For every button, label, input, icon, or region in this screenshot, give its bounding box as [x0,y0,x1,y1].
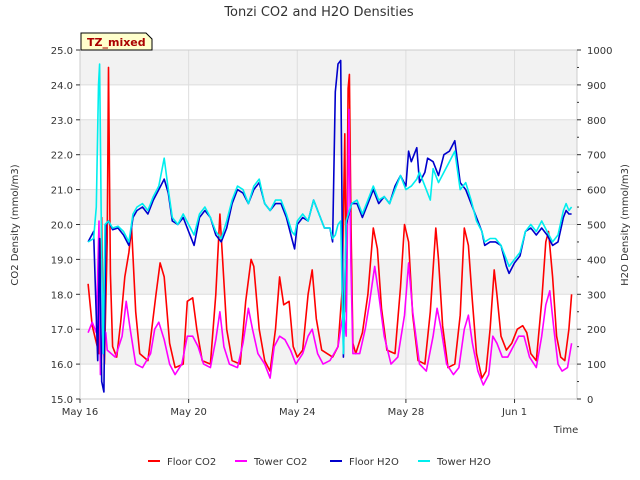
x-tick-label: May 28 [388,407,425,418]
background-band [80,189,577,225]
right-tick-label: 0 [587,395,593,406]
legend: Floor CO2 Tower CO2 Floor H2O Tower H2O [148,457,491,468]
right-tick-label: 200 [587,325,606,336]
right-tick-label: 800 [587,116,606,127]
right-axis-ticks: 0 100 200 300 400 500 600 700 800 900 1000 [577,46,612,406]
right-axis-label: H2O Density (mmol/m3) [620,164,631,286]
right-tick-label: 1000 [587,46,612,57]
chart-title: Tonzi CO2 and H2O Densities [223,5,414,20]
series-layer [87,59,573,393]
left-tick-label: 16.0 [51,360,73,371]
x-tick-label: May 16 [62,407,99,418]
background-band [80,154,577,190]
left-tick-label: 22.0 [51,151,73,162]
legend-item-floor-h2o: Floor H2O [330,457,399,468]
x-tick-label: May 24 [279,407,316,418]
right-tick-label: 900 [587,81,606,92]
background-band [80,364,577,399]
right-tick-label: 600 [587,186,606,197]
left-axis-label: CO2 Density (mmol/m3) [10,164,21,285]
series-line-tower-co2 [87,108,573,386]
right-tick-label: 400 [587,255,606,266]
legend-label: Floor H2O [349,457,399,468]
left-tick-label: 21.0 [51,186,73,197]
x-axis-ticks: May 16 May 20 May 24 May 28 Jun 1 [62,399,527,418]
right-tick-label: 100 [587,360,606,371]
badge-box [80,32,153,51]
right-tick-label: 500 [587,221,606,232]
legend-item-tower-co2: Tower CO2 [235,457,307,468]
legend-item-floor-co2: Floor CO2 [148,457,216,468]
background-band [80,50,577,85]
left-tick-label: 23.0 [51,116,73,127]
x-tick-label: May 20 [170,407,207,418]
left-tick-label: 18.0 [51,290,73,301]
legend-label: Floor CO2 [167,457,216,468]
x-tick-label: Jun 1 [501,407,527,418]
left-tick-label: 19.0 [51,255,73,266]
background-band [80,84,577,120]
legend-label: Tower CO2 [253,457,307,468]
background-band [80,294,577,330]
background-band [80,259,577,295]
site-badge: TZ_mixed [80,32,153,51]
series-line-floor-h2o [87,59,572,393]
left-tick-label: 24.0 [51,81,73,92]
badge-label: TZ_mixed [87,36,146,49]
right-tick-label: 300 [587,290,606,301]
left-tick-label: 25.0 [51,46,73,57]
background-band [80,119,577,155]
right-tick-label: 700 [587,151,606,162]
left-axis-ticks: 15.0 16.0 17.0 18.0 19.0 20.0 21.0 22.0 23.0 24.0… [51,46,80,406]
legend-label: Tower H2O [436,457,491,468]
legend-item-tower-h2o: Tower H2O [418,457,491,468]
x-axis-label: Time [553,425,578,436]
left-tick-label: 17.0 [51,325,73,336]
left-tick-label: 20.0 [51,221,73,232]
series-line-tower-h2o [87,63,573,355]
left-tick-label: 15.0 [51,395,73,406]
